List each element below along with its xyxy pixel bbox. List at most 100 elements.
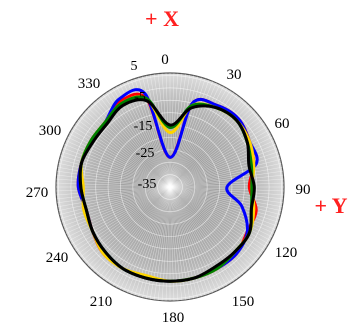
grid-spoke: [58, 186, 171, 211]
grid-spoke: [69, 186, 171, 241]
grid-spoke: [62, 147, 171, 188]
grid-spoke: [169, 144, 276, 188]
grid-ring: [157, 174, 183, 200]
series-line-5: [78, 98, 256, 283]
grid-spoke: [169, 186, 258, 261]
grid-spoke: [169, 77, 202, 188]
grid-spoke: [73, 186, 171, 248]
grid-spoke: [56, 186, 171, 200]
grid-spoke: [169, 178, 284, 188]
angle-tick-label: 300: [39, 123, 62, 139]
grid-spoke: [169, 74, 191, 188]
grid-spoke: [153, 74, 171, 188]
grid-spoke: [67, 186, 171, 238]
grid-spoke: [169, 186, 282, 211]
grid-spoke: [57, 166, 171, 188]
grid-ring: [132, 149, 208, 225]
grid-spoke: [82, 113, 171, 188]
grid-spoke: [71, 186, 171, 245]
grid-spoke: [169, 140, 275, 188]
grid-ring: [70, 87, 270, 287]
grid-ring: [120, 137, 220, 237]
grid-spoke: [60, 186, 171, 219]
grid-spoke: [169, 174, 284, 188]
grid-spoke: [169, 151, 279, 188]
grid-spoke: [149, 74, 171, 188]
pattern-series: [76, 88, 259, 283]
grid-spoke: [169, 79, 210, 188]
grid-spoke: [77, 186, 171, 255]
grid-spoke: [169, 186, 271, 241]
grid-spoke: [82, 186, 171, 261]
angle-tick-label: 330: [78, 76, 101, 92]
grid-spoke: [80, 116, 171, 188]
grid-spoke: [56, 174, 171, 188]
grid-spoke: [77, 119, 171, 188]
grid-spoke: [169, 186, 276, 230]
angle-tick-label: 30: [227, 67, 242, 83]
grid-spoke: [87, 107, 171, 188]
grid-spoke: [169, 186, 283, 204]
grid-spoke: [65, 186, 171, 234]
grid-spoke: [56, 178, 171, 188]
grid-spoke: [62, 186, 171, 227]
grid-spoke: [56, 186, 171, 192]
grid-spoke: [73, 126, 171, 188]
grid-spoke: [56, 182, 171, 188]
grid-spoke: [67, 136, 171, 188]
grid-spoke: [157, 73, 171, 188]
angle-tick-label: 270: [26, 185, 49, 201]
grid-spoke: [85, 110, 171, 188]
x-axis-name: + X: [145, 6, 179, 31]
grid-spoke: [169, 186, 280, 219]
angle-tick-label: 150: [232, 294, 255, 310]
angle-tick-label: 0: [161, 52, 169, 68]
grid-spoke: [75, 123, 171, 188]
grid-spoke: [71, 129, 171, 188]
angle-tick-label: 240: [46, 250, 69, 266]
grid-spoke: [85, 186, 171, 264]
grid-spoke: [169, 186, 265, 251]
grid-ring: [58, 75, 282, 299]
grid-spoke: [169, 129, 269, 188]
radial-tick-label: -15: [134, 119, 153, 134]
grid-spoke: [169, 186, 269, 245]
grid-spoke: [69, 133, 171, 188]
grid-spoke: [93, 102, 171, 188]
grid-spoke: [169, 186, 284, 200]
grid-spoke: [169, 186, 263, 255]
grid-spoke: [59, 186, 171, 215]
grid-ring: [144, 161, 196, 213]
angle-tick-label: 60: [275, 116, 290, 132]
grid-ring: [95, 112, 245, 262]
grid-spoke: [90, 104, 171, 188]
grid-spoke: [60, 155, 171, 188]
grid-spoke: [169, 123, 265, 188]
grid-spoke: [169, 159, 281, 188]
grid-spoke: [169, 186, 260, 258]
grid-spoke: [169, 186, 279, 223]
grid-spoke: [169, 186, 283, 208]
y-axis-name: + Y: [314, 193, 347, 218]
grid-spoke: [169, 163, 282, 188]
grid-spoke: [75, 186, 171, 251]
grid-spoke: [169, 186, 281, 215]
grid-spoke: [57, 186, 171, 208]
grid-spoke: [169, 74, 187, 188]
chart-labels: + X + Y 5 -5 -15 -25 -35 0 30 60 90 120 150 180 210 2…: [26, 6, 348, 326]
grid-spoke: [80, 186, 171, 258]
grid-spoke: [169, 155, 280, 188]
angle-tick-label: 210: [90, 294, 113, 310]
radial-tick-label: -5: [134, 90, 146, 105]
grid-spoke: [65, 140, 171, 188]
grid-spoke: [169, 133, 271, 188]
grid-spoke: [169, 186, 273, 238]
grid-spoke: [169, 186, 278, 227]
angle-tick-label: 180: [162, 310, 185, 326]
radial-tick-label: -25: [136, 146, 155, 161]
grid-spoke: [169, 78, 206, 188]
grid-spoke: [64, 186, 171, 230]
grid-spoke: [169, 170, 283, 188]
grid-spoke: [169, 186, 267, 248]
